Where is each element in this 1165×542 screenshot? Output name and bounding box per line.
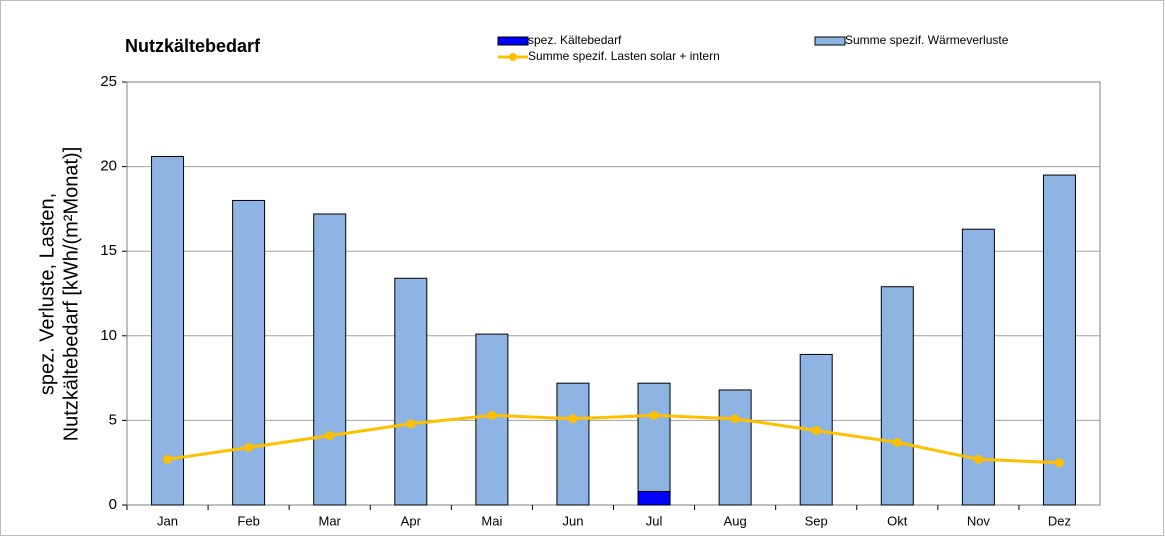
legend-label: Summe spezif. Lasten solar + intern <box>528 49 720 63</box>
bar <box>556 382 590 506</box>
marker <box>406 419 416 429</box>
x-tick-label: Dez <box>1048 513 1071 528</box>
marker <box>325 431 335 441</box>
x-tick-label: Aug <box>724 513 747 528</box>
y-tick-label: 10 <box>100 327 117 344</box>
bar <box>313 213 347 506</box>
x-tick-label: Nov <box>967 513 991 528</box>
marker <box>163 454 173 464</box>
bar <box>394 277 428 506</box>
marker <box>811 426 821 436</box>
marker <box>892 437 902 447</box>
x-tick-label: Apr <box>401 513 422 528</box>
y-tick-label: 0 <box>109 496 117 513</box>
line <box>167 413 1060 465</box>
legend-swatch <box>509 53 517 61</box>
bar <box>1042 174 1076 506</box>
marker <box>730 414 740 424</box>
bar <box>637 490 671 506</box>
legend-swatch <box>814 36 846 46</box>
x-tick-label: Jul <box>646 513 663 528</box>
marker <box>1054 458 1064 468</box>
marker <box>244 442 254 452</box>
bar <box>151 155 185 506</box>
y-tick-label: 25 <box>100 73 117 90</box>
marker <box>973 454 983 464</box>
y-tick-label: 5 <box>109 411 117 428</box>
chart-title: Nutzkältebedarf <box>125 36 261 56</box>
y-axis-label: spez. Verluste, Lasten, <box>36 193 58 395</box>
marker <box>649 410 659 420</box>
y-tick-label: 20 <box>100 158 117 175</box>
x-tick-label: Sep <box>805 513 828 528</box>
x-tick-label: Jun <box>562 513 583 528</box>
legend-swatch <box>497 36 529 46</box>
x-tick-label: Feb <box>237 513 259 528</box>
legend-label: spez. Kältebedarf <box>528 33 622 47</box>
x-tick-label: Jan <box>157 513 178 528</box>
marker <box>487 410 497 420</box>
x-tick-label: Mai <box>481 513 502 528</box>
legend-label: Summe spezif. Wärmeverluste <box>845 33 1009 47</box>
marker <box>568 414 578 424</box>
y-axis-label: Nutzkältebedarf [kWh/(m²Monat)] <box>60 147 82 442</box>
bar <box>232 199 266 506</box>
bar <box>718 389 752 506</box>
x-tick-label: Mar <box>319 513 342 528</box>
y-tick-label: 15 <box>100 242 117 259</box>
bar <box>880 286 914 506</box>
x-tick-label: Okt <box>887 513 908 528</box>
bar <box>637 382 671 506</box>
